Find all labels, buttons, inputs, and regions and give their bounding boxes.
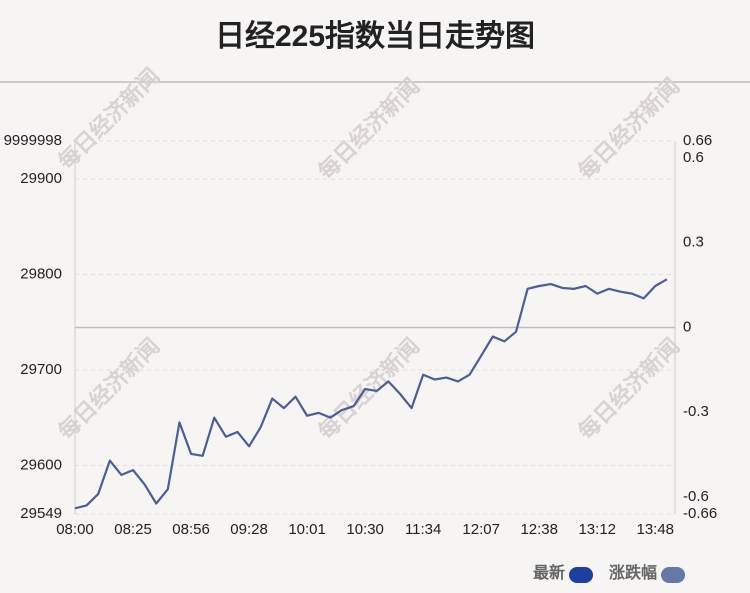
watermark: 每日经济新闻 xyxy=(573,333,684,444)
x-tick-label: 12:07 xyxy=(462,521,500,538)
y2-tick-label: 0 xyxy=(683,318,691,335)
x-tick-label: 09:28 xyxy=(230,521,268,538)
watermark: 每日经济新闻 xyxy=(53,333,164,444)
watermark: 每日经济新闻 xyxy=(53,63,164,174)
legend-label: 最新 xyxy=(533,563,565,582)
chart-title: 日经225指数当日走势图 xyxy=(215,19,535,53)
x-tick-label: 11:34 xyxy=(405,521,441,538)
x-tick-label: 08:56 xyxy=(172,521,210,538)
y-tick-label: 29900 xyxy=(20,170,62,187)
y2-tick-label: -0.6 xyxy=(683,488,709,505)
y2-tick-label: -0.66 xyxy=(683,505,717,522)
y2-tick-label: -0.3 xyxy=(683,403,709,420)
x-tick-label: 13:48 xyxy=(636,521,674,538)
x-tick-label: 10:01 xyxy=(288,521,326,538)
series-line xyxy=(74,278,668,510)
y-tick-label: 29600 xyxy=(20,456,62,473)
watermark: 每日经济新闻 xyxy=(573,73,684,184)
x-tick-label: 08:00 xyxy=(56,521,94,538)
y2-tick-label: 0.66 xyxy=(683,132,712,149)
y-tick-label: 29549 xyxy=(20,505,62,522)
y2-tick-label: 0.3 xyxy=(683,234,704,251)
legend-swatch xyxy=(661,567,686,583)
legend-label: 涨跌幅 xyxy=(609,563,657,582)
watermark: 每日经济新闻 xyxy=(313,73,424,184)
legend-swatch xyxy=(569,567,594,583)
y-tick-label: 9999998 xyxy=(4,132,62,149)
x-tick-label: 08:25 xyxy=(114,521,152,538)
y2-tick-label: 0.6 xyxy=(683,149,704,166)
y-tick-label: 29700 xyxy=(20,361,62,378)
x-tick-label: 13:12 xyxy=(578,521,616,538)
x-tick-label: 10:30 xyxy=(346,521,384,538)
y-tick-label: 29800 xyxy=(20,266,62,283)
x-tick-label: 12:38 xyxy=(520,521,558,538)
